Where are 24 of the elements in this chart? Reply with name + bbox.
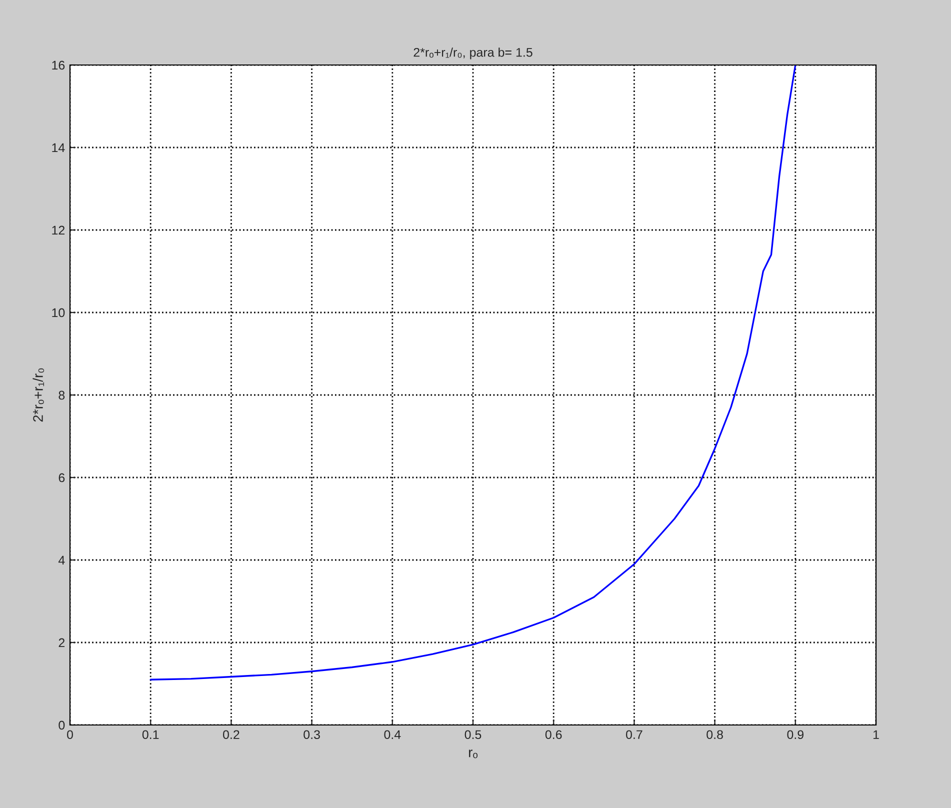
chart-title: 2*rₒ+r₁/r₀, para b= 1.5 [414, 48, 532, 60]
y-tick-label: 10 [52, 308, 65, 318]
x-tick-label: 0.6 [545, 730, 562, 740]
y-tick-label: 6 [58, 473, 65, 482]
x-tick-label: 0.3 [304, 730, 320, 740]
x-tick-label: 0.4 [384, 730, 401, 740]
y-axis-title: 2*rₒ+r₁/r₀ [32, 368, 44, 422]
x-tick-label: 0.8 [706, 730, 723, 740]
x-tick-label: 0.5 [464, 730, 482, 740]
y-tick-label: 8 [58, 390, 65, 400]
x-tick-label: 0.7 [626, 730, 642, 740]
x-tick-label: 0 [67, 730, 73, 740]
y-tick-label: 16 [52, 60, 65, 70]
x-tick-label: 1 [873, 730, 879, 739]
y-tick-label: 0 [58, 720, 65, 730]
y-tick-label: 12 [52, 226, 65, 235]
x-tick-label: 0.9 [787, 730, 804, 740]
x-axis-title: rₒ [468, 750, 478, 758]
y-tick-label: 4 [58, 556, 65, 565]
x-tick-label: 0.2 [223, 730, 240, 740]
x-tick-label: 0.1 [142, 730, 159, 740]
line-series [150, 65, 796, 680]
y-tick-label: 2 [58, 638, 65, 648]
y-tick-label: 14 [52, 143, 65, 152]
